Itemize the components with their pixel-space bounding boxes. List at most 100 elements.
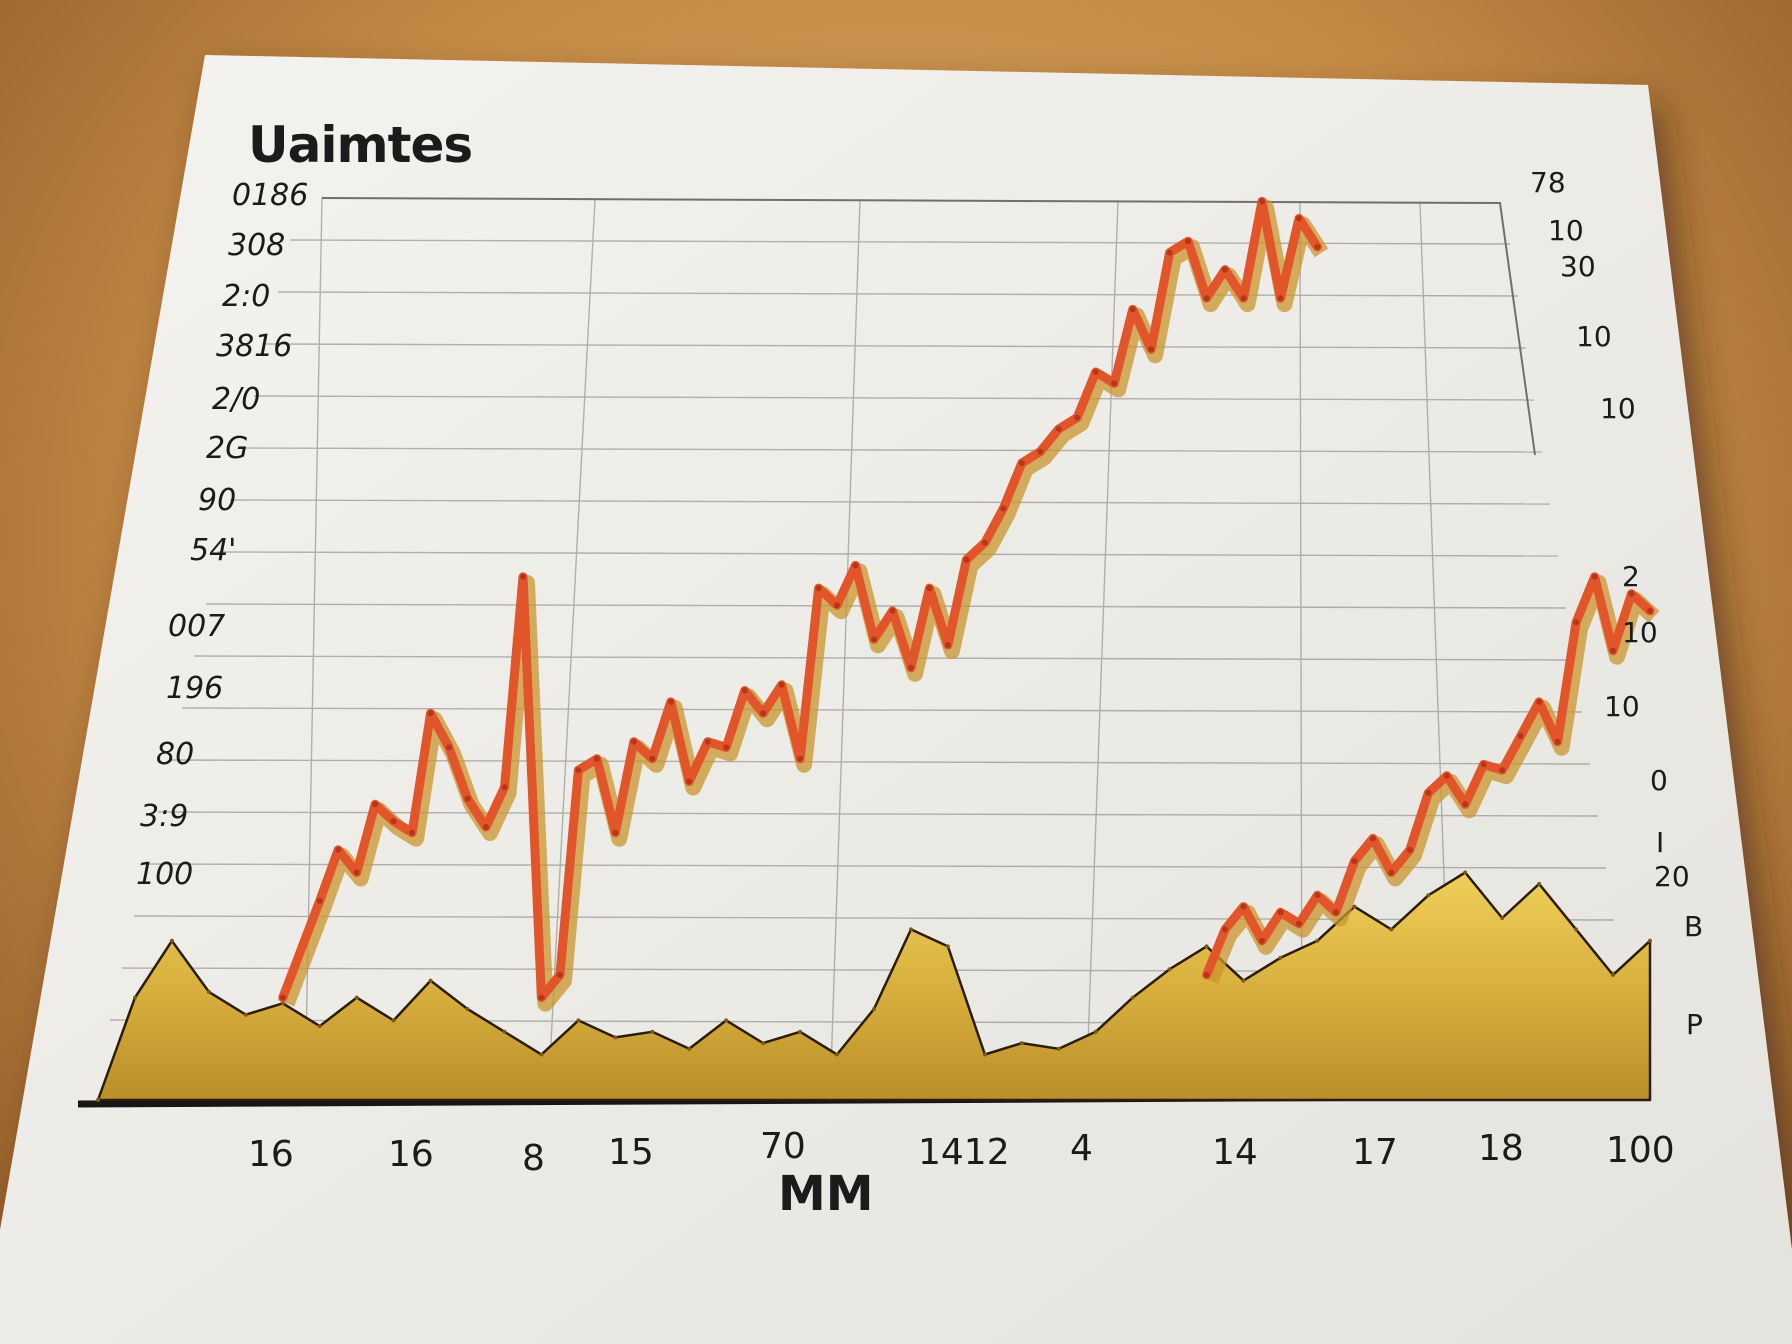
grid-line-horizontal: [229, 499, 1551, 505]
series-0-point-27: [1093, 1029, 1098, 1034]
series-1-point-3: [353, 869, 360, 876]
x-tick-label: 14: [1212, 1132, 1258, 1173]
series-0-point-35: [1389, 927, 1394, 932]
series-1-point-4: [372, 801, 379, 808]
series-0-point-7: [354, 995, 359, 1000]
series-0-point-30: [1204, 944, 1209, 949]
y-tick-label: 007: [168, 609, 225, 644]
series-1-point-49: [1203, 295, 1210, 302]
series-2-point-11: [1406, 846, 1413, 853]
series-1-point-25: [760, 710, 767, 717]
series-2-point-24: [1647, 607, 1653, 614]
series-1-point-52: [1259, 198, 1265, 205]
series-1-point-44: [1111, 380, 1118, 387]
y-tick-label: 308: [228, 228, 285, 263]
series-2-point-7: [1332, 909, 1339, 916]
series-1-point-15: [575, 767, 582, 774]
series-1-point-2: [335, 846, 342, 853]
series-0-point-16: [687, 1046, 692, 1051]
x-tick-label: 16: [248, 1134, 294, 1175]
y-tick-label: 80: [156, 737, 194, 772]
series-0-point-34: [1352, 904, 1357, 909]
series-1-point-46: [1148, 346, 1155, 353]
x-tick-label: 8: [522, 1138, 545, 1179]
series-0-point-33: [1315, 938, 1320, 943]
grid-line-horizontal: [205, 603, 1567, 609]
series-2-point-3: [1259, 937, 1265, 944]
y-tick-label-right: 10: [1548, 214, 1584, 247]
series-1-point-51: [1240, 295, 1247, 302]
series-1-point-30: [852, 562, 859, 569]
y-tick-label: 54': [190, 533, 236, 568]
series-0-point-41: [1611, 972, 1615, 977]
series-1-point-8: [446, 744, 452, 751]
series-2-point-0: [1203, 971, 1210, 978]
series-1-point-29: [834, 602, 840, 609]
series-1-point-48: [1185, 238, 1192, 245]
series-1-point-14: [556, 971, 563, 978]
series-1-point-32: [889, 607, 896, 614]
series-0-point-29: [1167, 967, 1172, 972]
series-0-point-6: [317, 1024, 322, 1029]
series-1-point-38: [1000, 505, 1007, 512]
series-1-point-5: [390, 818, 397, 825]
series-2-point-1: [1222, 926, 1228, 933]
series-0-point-14: [613, 1035, 618, 1040]
series-2-point-8: [1351, 858, 1358, 865]
y-tick-label: 3:9: [140, 799, 188, 834]
y-tick-label-right: 10: [1622, 616, 1658, 649]
series-0-point-26: [1056, 1046, 1061, 1051]
series-0-point-20: [835, 1052, 839, 1057]
series-0-point-42: [1648, 938, 1652, 943]
x-tick-label: 4: [1070, 1128, 1093, 1169]
x-tick-label: 17: [1352, 1132, 1398, 1173]
series-1-point-54: [1296, 215, 1302, 222]
series-0-point-24: [982, 1052, 987, 1057]
series-1-point-12: [520, 573, 526, 580]
grid-line-horizontal: [157, 811, 1599, 817]
grid-line-horizontal: [217, 551, 1559, 557]
y-tick-label-right: 10: [1576, 320, 1612, 353]
grid-line-horizontal: [253, 395, 1535, 401]
series-0-point-22: [909, 927, 913, 932]
series-0-point-10: [465, 1007, 470, 1011]
y-tick-label: 3816: [216, 329, 292, 364]
series-1-point-43: [1092, 369, 1099, 375]
series-2-point-20: [1573, 619, 1580, 626]
y-tick-label-right: 78: [1530, 166, 1566, 199]
series-2-point-23: [1628, 590, 1635, 597]
series-1-point-39: [1018, 460, 1025, 466]
series-0-point-28: [1130, 995, 1135, 1000]
series-1-point-53: [1277, 295, 1284, 302]
y-tick-label-right: 2: [1622, 560, 1640, 593]
series-1-point-36: [963, 556, 970, 563]
series-1-point-1: [316, 897, 323, 904]
series-1-point-22: [704, 738, 711, 745]
x-tick-label: 70: [760, 1126, 806, 1167]
series-1-point-24: [741, 687, 748, 694]
series-1-point-23: [723, 744, 730, 751]
series-1-point-18: [630, 738, 637, 745]
series-1-point-35: [944, 642, 951, 648]
x-axis-title: MM: [778, 1166, 874, 1222]
grid-line-horizontal: [277, 291, 1519, 297]
series-1-point-34: [926, 585, 933, 592]
series-0-point-9: [428, 978, 433, 983]
series-1-point-55: [1314, 243, 1321, 250]
y-tick-label-right: 30: [1560, 250, 1596, 283]
grid-line-vertical: [547, 199, 596, 1101]
series-1-point-26: [778, 681, 785, 688]
series-1-point-13: [538, 994, 545, 1001]
series-layer: [96, 196, 1660, 1102]
series-1-point-31: [871, 636, 877, 643]
y-tick-label: 2:0: [222, 279, 270, 314]
y-tick-label-right: 0: [1650, 764, 1668, 797]
series-2-point-13: [1443, 772, 1450, 779]
series-1-point-47: [1166, 249, 1173, 256]
series-0-point-3: [206, 989, 211, 994]
x-axis: 16 16 8 15 70 1412 4 14 17 18 100: [248, 1126, 1675, 1179]
series-0-point-25: [1019, 1041, 1024, 1046]
series-2-point-19: [1554, 738, 1561, 745]
y-axis-right: 78 10 30 10 10 2 10 10 0 I 20 B P: [1530, 166, 1703, 1041]
series-1-point-17: [612, 829, 619, 836]
